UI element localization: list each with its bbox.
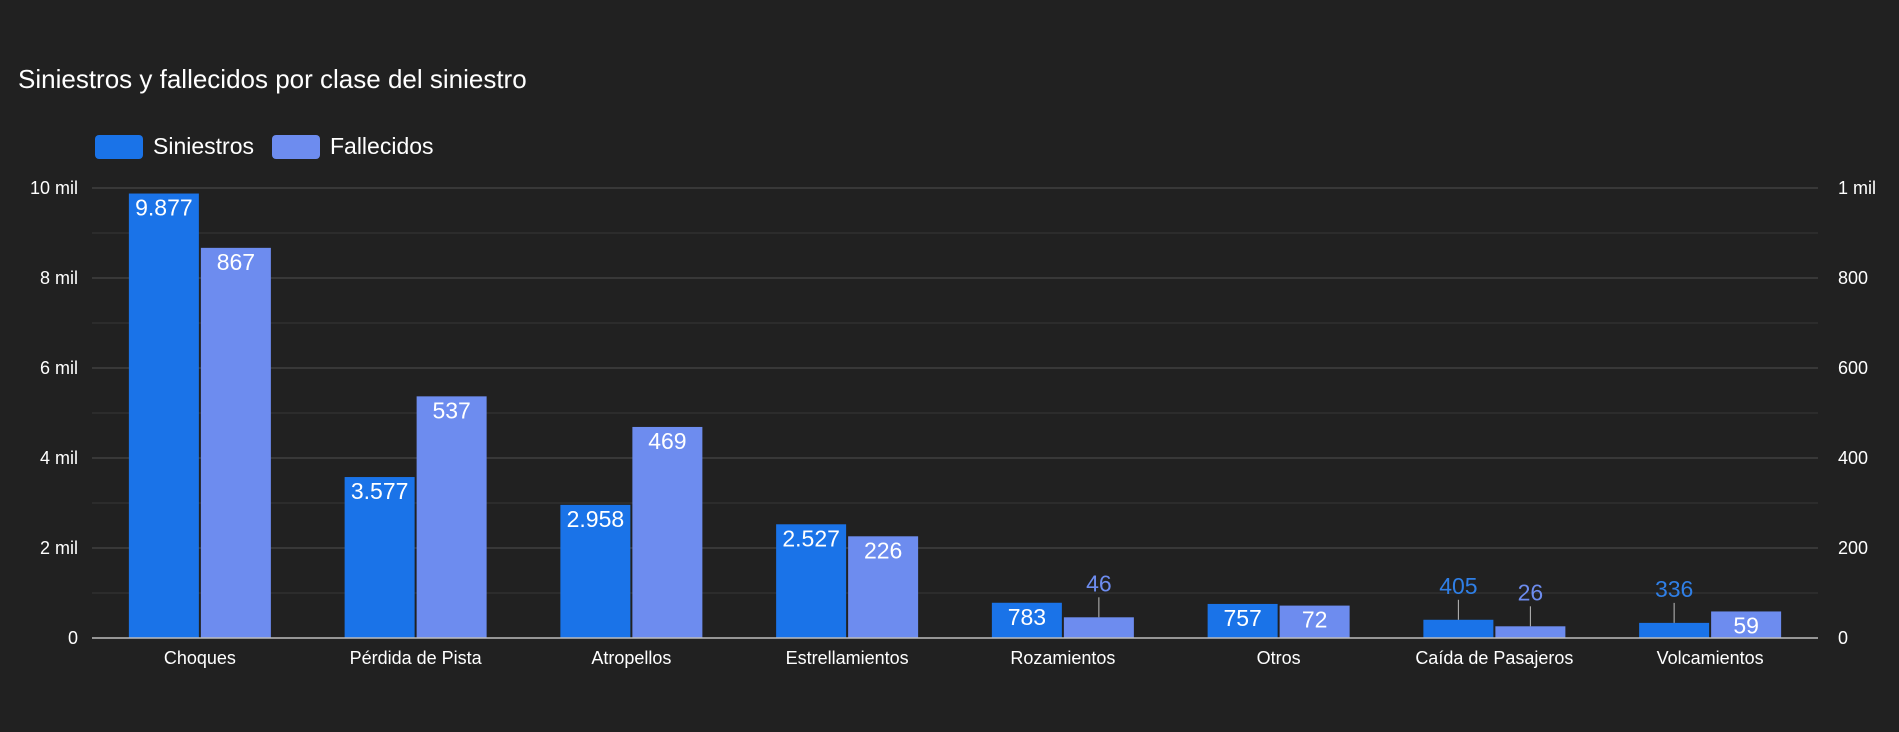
bar-siniestros — [1639, 622, 1710, 638]
bar-fallecidos — [632, 426, 703, 638]
x-axis-category-label: Rozamientos — [1010, 648, 1115, 668]
y-axis-left-tick-label: 10 mil — [30, 178, 78, 198]
data-label-fallecidos: 72 — [1302, 607, 1328, 633]
data-label-siniestros: 757 — [1223, 605, 1261, 631]
x-axis-category-label: Pérdida de Pista — [350, 648, 483, 668]
x-axis-category-label: Atropellos — [591, 648, 671, 668]
bar-siniestros — [344, 477, 415, 638]
data-label-siniestros: 9.877 — [135, 195, 193, 221]
y-axis-left-tick-label: 0 — [68, 628, 78, 648]
data-label-fallecidos: 46 — [1086, 570, 1112, 596]
legend-swatch-fallecidos — [271, 134, 320, 159]
legend-item-siniestros[interactable]: Siniestros — [95, 133, 254, 160]
y-axis-right-tick-label: 200 — [1838, 538, 1868, 558]
legend-item-fallecidos[interactable]: Fallecidos — [271, 133, 434, 160]
y-axis-right-tick-label: 600 — [1838, 358, 1868, 378]
legend-label-fallecidos: Fallecidos — [329, 133, 434, 159]
x-axis-category-label: Volcamientos — [1657, 648, 1764, 668]
bar-siniestros — [776, 524, 847, 638]
bar-siniestros — [991, 602, 1062, 638]
bar-fallecidos — [200, 247, 271, 638]
bar-siniestros — [1423, 619, 1494, 638]
chart-title: Siniestros y fallecidos por clase del si… — [18, 64, 527, 94]
y-axis-left-tick-label: 2 mil — [40, 538, 78, 558]
data-label-siniestros: 336 — [1655, 576, 1693, 602]
bar-fallecidos — [1279, 605, 1350, 638]
bar-fallecidos — [416, 396, 487, 638]
x-axis-category-label: Choques — [164, 648, 236, 668]
bar-siniestros — [560, 504, 631, 638]
data-label-fallecidos: 59 — [1733, 612, 1759, 638]
bar-siniestros — [128, 193, 199, 638]
bar-fallecidos — [1063, 617, 1134, 638]
data-label-fallecidos: 226 — [864, 537, 902, 563]
y-axis-right-tick-label: 1 mil — [1838, 178, 1876, 198]
bar-fallecidos — [1711, 611, 1782, 638]
data-label-siniestros: 2.527 — [782, 525, 840, 551]
data-label-fallecidos: 469 — [648, 428, 686, 454]
legend-swatch-siniestros — [95, 134, 143, 159]
legend-label-siniestros: Siniestros — [153, 133, 254, 159]
data-label-fallecidos: 537 — [432, 397, 470, 423]
data-label-fallecidos: 26 — [1518, 579, 1544, 605]
legend: Siniestros Fallecidos — [95, 133, 452, 160]
data-label-fallecidos: 867 — [217, 249, 255, 275]
x-axis-category-label: Otros — [1257, 648, 1301, 668]
x-axis-category-label: Estrellamientos — [786, 648, 909, 668]
bar-fallecidos — [1495, 626, 1566, 638]
y-axis-right-tick-label: 400 — [1838, 448, 1868, 468]
data-label-siniestros: 3.577 — [351, 478, 409, 504]
y-axis-right-tick-label: 0 — [1838, 628, 1848, 648]
bar-siniestros — [1207, 603, 1278, 638]
data-label-siniestros: 405 — [1439, 573, 1477, 599]
y-axis-left-tick-label: 6 mil — [40, 358, 78, 378]
data-label-siniestros: 783 — [1008, 604, 1046, 630]
y-axis-left-tick-label: 4 mil — [40, 448, 78, 468]
y-axis-left-tick-label: 8 mil — [40, 268, 78, 288]
data-label-siniestros: 2.958 — [567, 506, 625, 532]
x-axis-category-label: Caída de Pasajeros — [1415, 648, 1573, 668]
bar-fallecidos — [848, 536, 919, 638]
y-axis-right-tick-label: 800 — [1838, 268, 1868, 288]
